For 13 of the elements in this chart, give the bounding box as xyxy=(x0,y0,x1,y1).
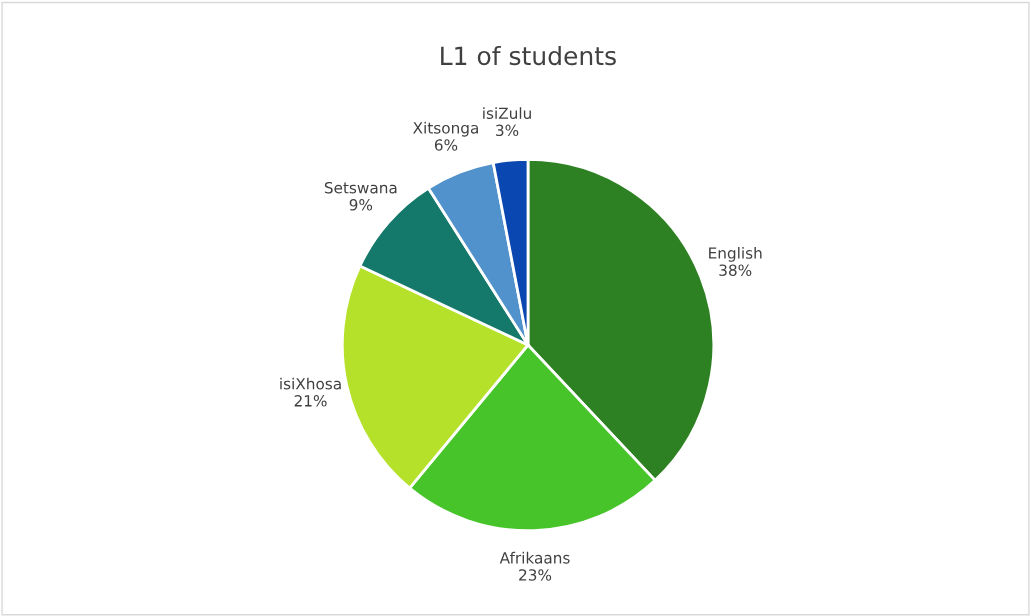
slice-label: Xitsonga xyxy=(413,121,478,137)
slice-label: isiZulu xyxy=(483,107,531,120)
data-label: 9% xyxy=(349,199,373,211)
data-label: 38% xyxy=(719,264,752,276)
data-label: 6% xyxy=(434,139,458,151)
chart-title: L1 of students xyxy=(441,45,616,66)
slice-label: Afrikaans xyxy=(499,551,570,564)
data-label: 21% xyxy=(294,395,327,407)
data-label: 23% xyxy=(519,569,552,581)
slice-label: Setswana xyxy=(324,181,397,194)
slice-label: English xyxy=(709,247,762,262)
slice-label: isiXhosa xyxy=(280,377,341,390)
data-label: 3% xyxy=(496,124,519,137)
